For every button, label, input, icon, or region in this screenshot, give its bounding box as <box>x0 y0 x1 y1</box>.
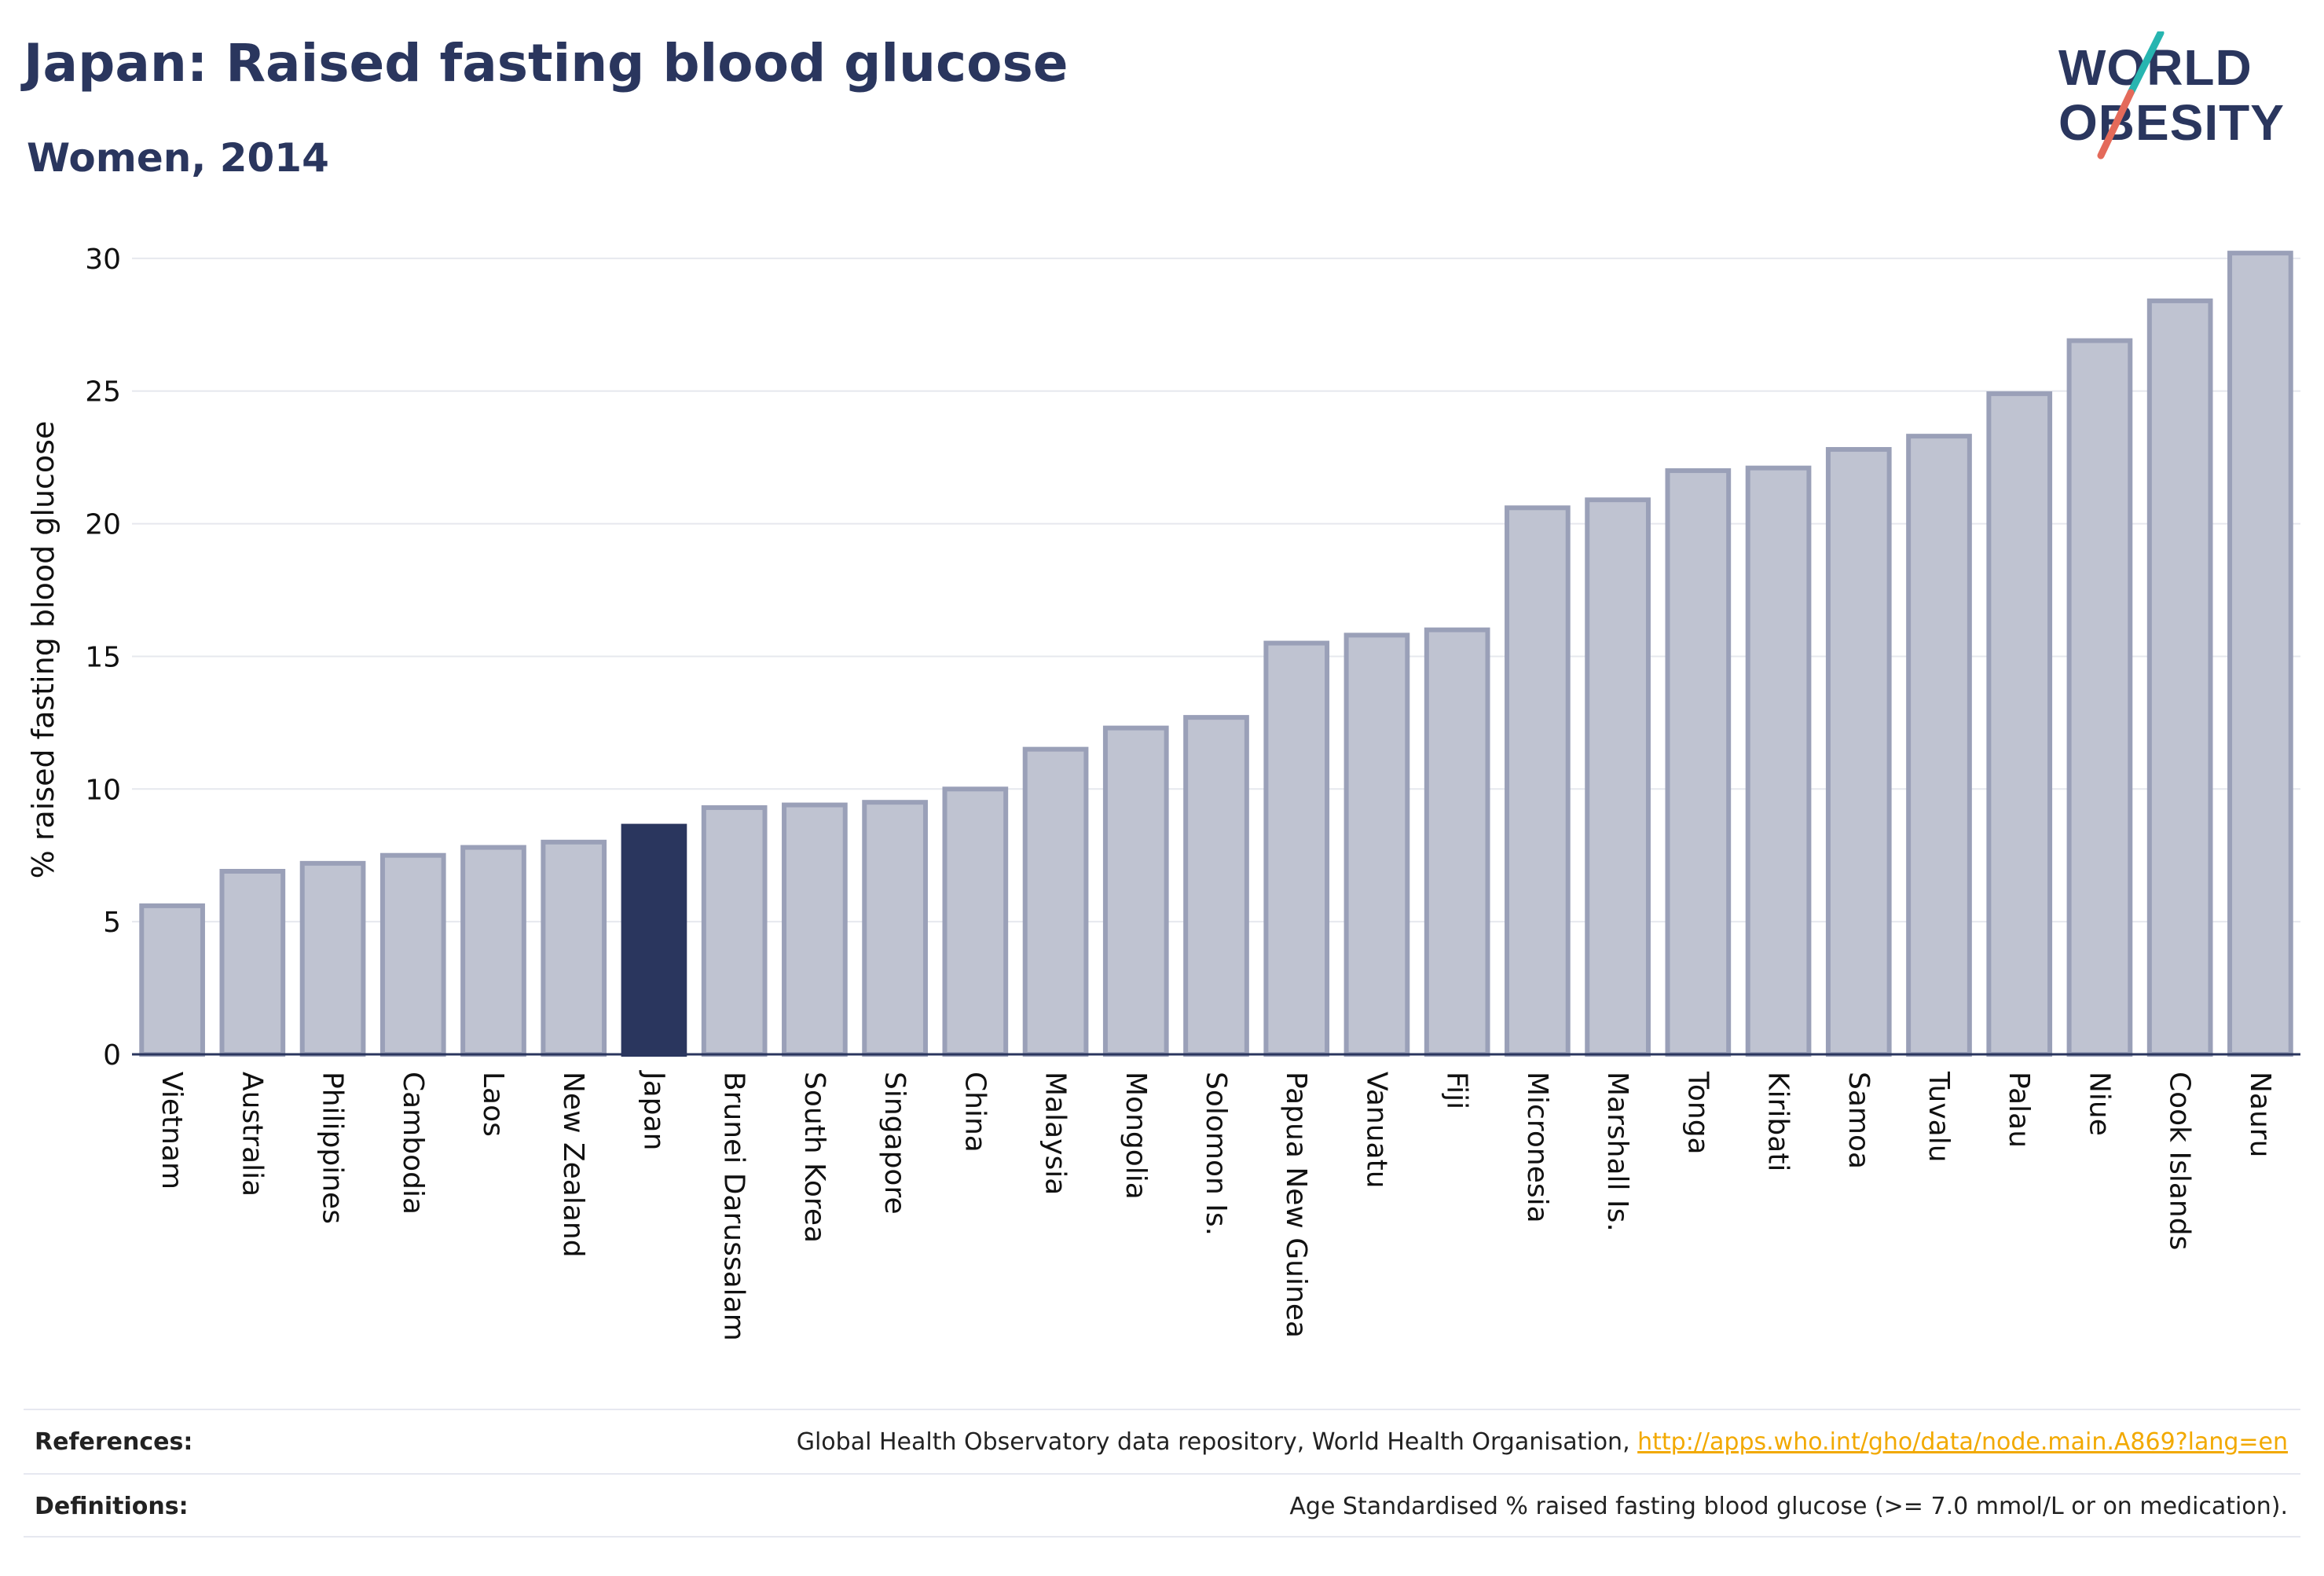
bar-japan <box>621 823 687 1057</box>
references-link[interactable]: http://apps.who.int/gho/data/node.main.A… <box>1637 1428 2288 1456</box>
y-tick-label: 5 <box>103 907 121 939</box>
x-tick-label: China <box>959 1072 991 1153</box>
bar-south-korea <box>782 802 848 1057</box>
y-tick-label: 30 <box>85 244 121 276</box>
chart-subtitle: Women, 2014 <box>27 135 329 181</box>
bar-solomon-is <box>1183 715 1249 1057</box>
axes: 0 5 10 15 20 25 30 Vietnam Australia Philippines C… <box>85 244 2300 1341</box>
definitions-text: Age Standardised % raised fasting blood … <box>1289 1493 2288 1520</box>
bar-tuvalu <box>1906 434 1972 1057</box>
bar-laos <box>460 845 526 1057</box>
footer-divider-bottom <box>24 1536 2300 1538</box>
y-tick-label: 20 <box>85 509 121 541</box>
bar-philippines <box>299 860 366 1057</box>
x-tick-label: Palau <box>2003 1072 2035 1148</box>
x-tick-label: Mongolia <box>1120 1072 1152 1200</box>
bar-malaysia <box>1022 746 1089 1057</box>
x-tick-label: Australia <box>236 1072 268 1197</box>
logo-line-2: OBESITY <box>2058 94 2285 151</box>
x-tick-label: Papua New Guinea <box>1280 1072 1312 1338</box>
x-tick-label: Fiji <box>1441 1072 1473 1109</box>
logo-slash-bottom <box>2097 89 2135 159</box>
y-tick-label: 0 <box>103 1039 121 1072</box>
x-tick-label: Samoa <box>1842 1072 1875 1169</box>
x-tick-label: Japan <box>637 1070 669 1150</box>
x-tick-label: Tuvalu <box>1923 1071 1955 1163</box>
x-tick-label: Cambodia <box>397 1072 429 1215</box>
logo-slash-top <box>2127 31 2165 97</box>
bar-chart: 0 5 10 15 20 25 30 Vietnam Australia Philippines C… <box>26 244 2300 1341</box>
x-tick-label: Nauru <box>2244 1072 2276 1157</box>
references-text: Global Health Observatory data repositor… <box>797 1428 2288 1456</box>
y-tick-label: 25 <box>85 376 121 409</box>
bar-samoa <box>1825 447 1892 1057</box>
x-tick-label: Vietnam <box>156 1072 188 1189</box>
x-tick-label: South Korea <box>798 1072 830 1243</box>
bar-palau <box>1986 391 2053 1057</box>
bar-papua-new-guinea <box>1263 640 1330 1057</box>
bars <box>139 251 2293 1057</box>
bar-nauru <box>2227 251 2293 1057</box>
bar-marshall-is <box>1585 497 1651 1057</box>
x-tick-label: Philippines <box>317 1072 349 1224</box>
x-tick-label: New Zealand <box>557 1072 589 1258</box>
references-source: Global Health Observatory data repositor… <box>796 1428 1638 1456</box>
world-obesity-logo: WORLD OBESITY <box>2058 31 2285 159</box>
x-tick-label: Cook Islands <box>2164 1072 2196 1250</box>
bar-cook-islands <box>2146 298 2213 1057</box>
bar-cambodia <box>379 852 446 1057</box>
definitions-label: Definitions: <box>35 1493 189 1520</box>
bar-vietnam <box>139 903 205 1057</box>
x-tick-label: Solomon Is. <box>1200 1072 1232 1236</box>
bar-mongolia <box>1102 725 1169 1057</box>
bar-kiribati <box>1745 465 1812 1057</box>
bar-new-zealand <box>541 839 607 1057</box>
bar-vanuatu <box>1343 632 1410 1057</box>
bar-singapore <box>862 800 928 1057</box>
bar-fiji <box>1424 627 1490 1057</box>
x-tick-label: Brunei Darussalam <box>718 1072 750 1341</box>
x-tick-label: Singapore <box>878 1072 911 1215</box>
x-tick-label: Laos <box>477 1072 509 1137</box>
footer-divider-middle <box>24 1473 2300 1475</box>
bar-tonga <box>1665 468 1732 1057</box>
bar-australia <box>219 868 286 1057</box>
bar-micronesia <box>1505 505 1571 1057</box>
bar-niue <box>2066 338 2133 1057</box>
x-tick-label: Vanuatu <box>1360 1072 1392 1189</box>
x-tick-label: Malaysia <box>1039 1072 1072 1195</box>
bar-china <box>942 786 1009 1057</box>
chart-title: Japan: Raised fasting blood glucose <box>24 33 1069 93</box>
footer-divider-top <box>24 1409 2300 1410</box>
y-tick-label: 10 <box>85 774 121 806</box>
x-tick-label: Niue <box>2083 1072 2115 1136</box>
x-tick-label: Marshall Is. <box>1601 1072 1633 1232</box>
x-tick-label: Tonga <box>1681 1071 1714 1155</box>
bar-brunei-darussalam <box>701 804 768 1057</box>
y-axis-label: % raised fasting blood glucose <box>26 421 60 879</box>
references-label: References: <box>35 1428 193 1456</box>
x-tick-label: Kiribati <box>1762 1072 1794 1171</box>
y-tick-label: 15 <box>85 641 121 673</box>
x-tick-label: Micronesia <box>1521 1072 1553 1223</box>
